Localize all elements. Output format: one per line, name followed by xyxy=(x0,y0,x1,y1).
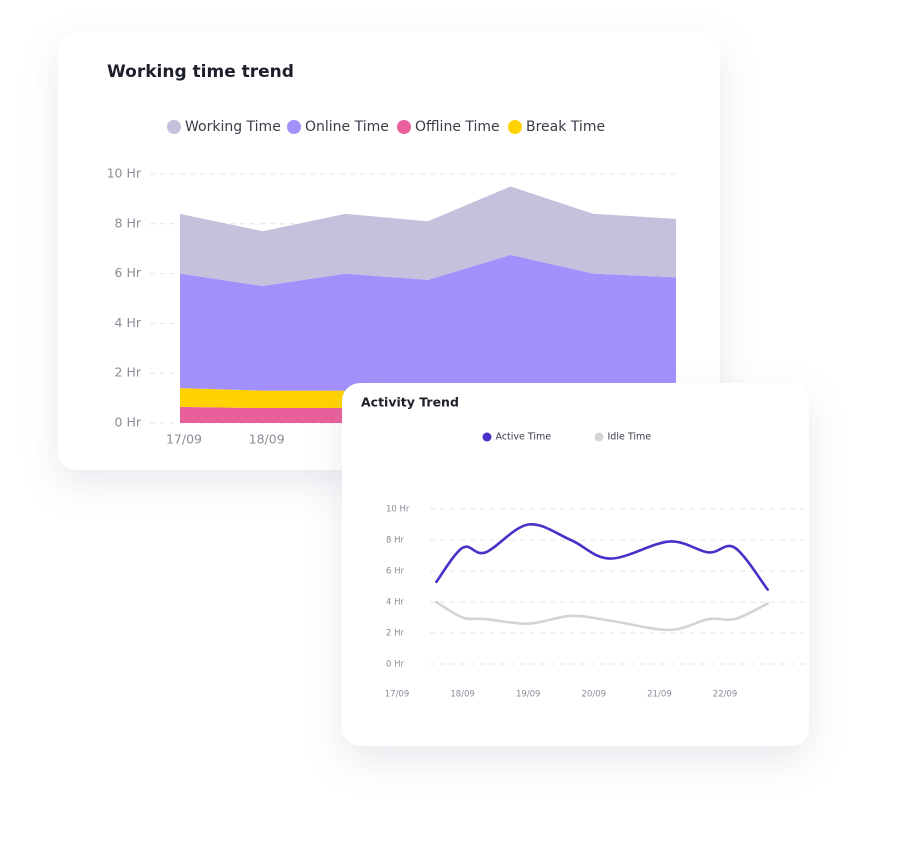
y-tick-label: 10 Hr xyxy=(386,505,410,515)
x-tick-label: 17/09 xyxy=(166,432,202,447)
area xyxy=(180,254,676,391)
legend-label: Working Time xyxy=(185,119,281,135)
legend-swatch xyxy=(397,120,411,134)
area xyxy=(180,186,676,287)
card xyxy=(342,383,809,746)
y-tick-label: 6 Hr xyxy=(386,567,405,577)
legend-swatch xyxy=(594,432,604,442)
x-tick-label: 20/09 xyxy=(582,690,607,700)
legend-label: Active Time xyxy=(496,432,552,443)
chart-title: Working time trend xyxy=(107,62,294,82)
y-tick-label: 10 Hr xyxy=(107,166,142,181)
legend-label: Online Time xyxy=(305,119,389,135)
legend-swatch xyxy=(482,432,492,442)
line xyxy=(435,523,769,591)
line xyxy=(435,600,769,632)
y-tick-label: 6 Hr xyxy=(115,265,142,280)
y-tick-label: 0 Hr xyxy=(115,415,142,430)
y-tick-label: 4 Hr xyxy=(386,598,405,608)
legend-label: Offline Time xyxy=(415,119,500,135)
legend-swatch xyxy=(508,120,522,134)
x-tick-label: 22/09 xyxy=(713,690,738,700)
x-tick-label: 17/09 xyxy=(385,690,410,700)
y-tick-label: 4 Hr xyxy=(115,315,142,330)
y-tick-label: 8 Hr xyxy=(115,215,142,230)
legend-label: Break Time xyxy=(526,119,605,135)
legend-label: Idle Time xyxy=(608,432,652,443)
x-tick-label: 21/09 xyxy=(647,690,672,700)
chart-title: Activity Trend xyxy=(361,395,459,410)
legend-swatch xyxy=(287,120,301,134)
x-tick-label: 18/09 xyxy=(450,690,475,700)
x-tick-label: 19/09 xyxy=(516,690,541,700)
y-tick-label: 2 Hr xyxy=(115,365,142,380)
x-tick-label: 18/09 xyxy=(249,432,285,447)
y-tick-label: 2 Hr xyxy=(386,629,405,639)
y-tick-label: 8 Hr xyxy=(386,536,405,546)
y-tick-label: 0 Hr xyxy=(386,660,405,670)
legend-swatch xyxy=(167,120,181,134)
